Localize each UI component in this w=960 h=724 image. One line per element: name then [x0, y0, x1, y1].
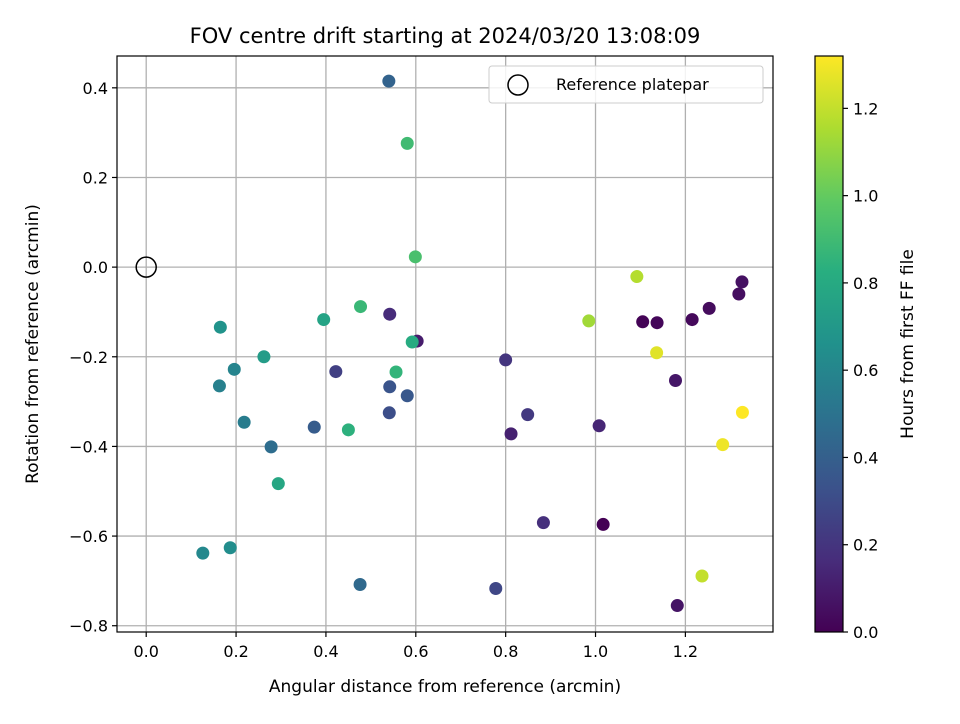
- data-point: [389, 365, 403, 379]
- y-tick-label: 0.0: [83, 258, 108, 277]
- data-point: [702, 301, 716, 315]
- x-axis-label: Angular distance from reference (arcmin): [269, 677, 621, 697]
- data-point: [400, 136, 414, 150]
- colorbar-tick-label: 1.2: [853, 99, 878, 118]
- data-point: [685, 313, 699, 327]
- data-point: [213, 320, 227, 334]
- data-point: [353, 577, 367, 591]
- data-point: [582, 314, 596, 328]
- data-point: [212, 379, 226, 393]
- y-tick-label: 0.4: [83, 79, 108, 98]
- data-point: [735, 275, 749, 289]
- data-point: [382, 74, 396, 88]
- data-point: [499, 353, 513, 367]
- data-point: [329, 365, 343, 379]
- data-point: [341, 423, 355, 437]
- legend-marker-icon: [507, 74, 529, 96]
- data-point: [264, 440, 278, 454]
- data-point: [732, 287, 746, 301]
- x-axis-ticks: 0.0 0.2 0.4 0.6 0.8 1.0 1.2: [133, 632, 698, 661]
- data-point: [636, 315, 650, 329]
- x-tick-label: 0.6: [403, 642, 428, 661]
- colorbar-ticks: 0.0 0.2 0.4 0.6 0.8 1.0 1.2: [843, 99, 878, 642]
- colorbar-label: Hours from first FF file: [898, 249, 918, 439]
- data-point: [489, 582, 503, 596]
- y-axis-label: Rotation from reference (arcmin): [23, 204, 43, 484]
- data-points: [196, 74, 749, 613]
- legend-box: [488, 65, 764, 104]
- x-tick-label: 0.0: [133, 642, 158, 661]
- data-point: [382, 406, 396, 420]
- data-point: [317, 313, 331, 327]
- y-tick-label: −0.2: [69, 348, 108, 367]
- y-tick-label: −0.6: [69, 527, 108, 546]
- data-point: [536, 516, 550, 530]
- x-tick-label: 0.8: [493, 642, 518, 661]
- legend: Reference platepar: [488, 65, 764, 104]
- chart-title: FOV centre drift starting at 2024/03/20 …: [190, 24, 701, 48]
- data-point: [596, 517, 610, 531]
- data-point: [504, 427, 518, 441]
- colorbar: 0.0 0.2 0.4 0.6 0.8 1.0 1.2 Hours from first F…: [814, 55, 918, 642]
- data-point: [257, 350, 271, 364]
- colorbar-tick-label: 0.8: [853, 274, 878, 293]
- data-point: [650, 316, 664, 330]
- data-point: [408, 250, 422, 264]
- grid: [117, 56, 773, 632]
- x-tick-label: 0.2: [223, 642, 248, 661]
- data-point: [307, 420, 321, 434]
- x-tick-label: 0.4: [313, 642, 338, 661]
- y-tick-label: −0.8: [69, 617, 108, 636]
- plot-frame: [116, 55, 774, 633]
- data-point: [237, 415, 251, 429]
- data-point: [227, 362, 241, 376]
- data-point: [630, 270, 644, 284]
- data-point: [735, 405, 749, 419]
- y-axis-ticks: −0.8 −0.6 −0.4 −0.2 0.0 0.2 0.4: [69, 79, 117, 636]
- data-point: [223, 541, 237, 555]
- data-point: [196, 546, 210, 560]
- data-point: [592, 419, 606, 433]
- data-point: [271, 477, 285, 491]
- y-tick-label: −0.4: [69, 437, 108, 456]
- data-point: [670, 599, 684, 613]
- data-point: [400, 389, 414, 403]
- reference-platepar-marker: [135, 256, 157, 278]
- colorbar-gradient: [814, 55, 844, 633]
- colorbar-tick-label: 0.2: [853, 536, 878, 555]
- colorbar-tick-label: 0.0: [853, 623, 878, 642]
- data-point: [383, 307, 397, 321]
- data-point: [405, 335, 419, 349]
- data-point: [668, 374, 682, 388]
- legend-label: Reference platepar: [556, 75, 709, 94]
- colorbar-tick-label: 0.4: [853, 448, 878, 467]
- data-point: [695, 569, 709, 583]
- data-point: [383, 380, 397, 394]
- colorbar-tick-label: 0.6: [853, 361, 878, 380]
- data-point: [354, 300, 368, 314]
- y-tick-label: 0.2: [83, 168, 108, 187]
- colorbar-tick-label: 1.0: [853, 187, 878, 206]
- data-point: [716, 438, 730, 452]
- x-tick-label: 1.0: [583, 642, 608, 661]
- data-point: [650, 346, 664, 360]
- x-tick-label: 1.2: [673, 642, 698, 661]
- data-point: [521, 408, 535, 422]
